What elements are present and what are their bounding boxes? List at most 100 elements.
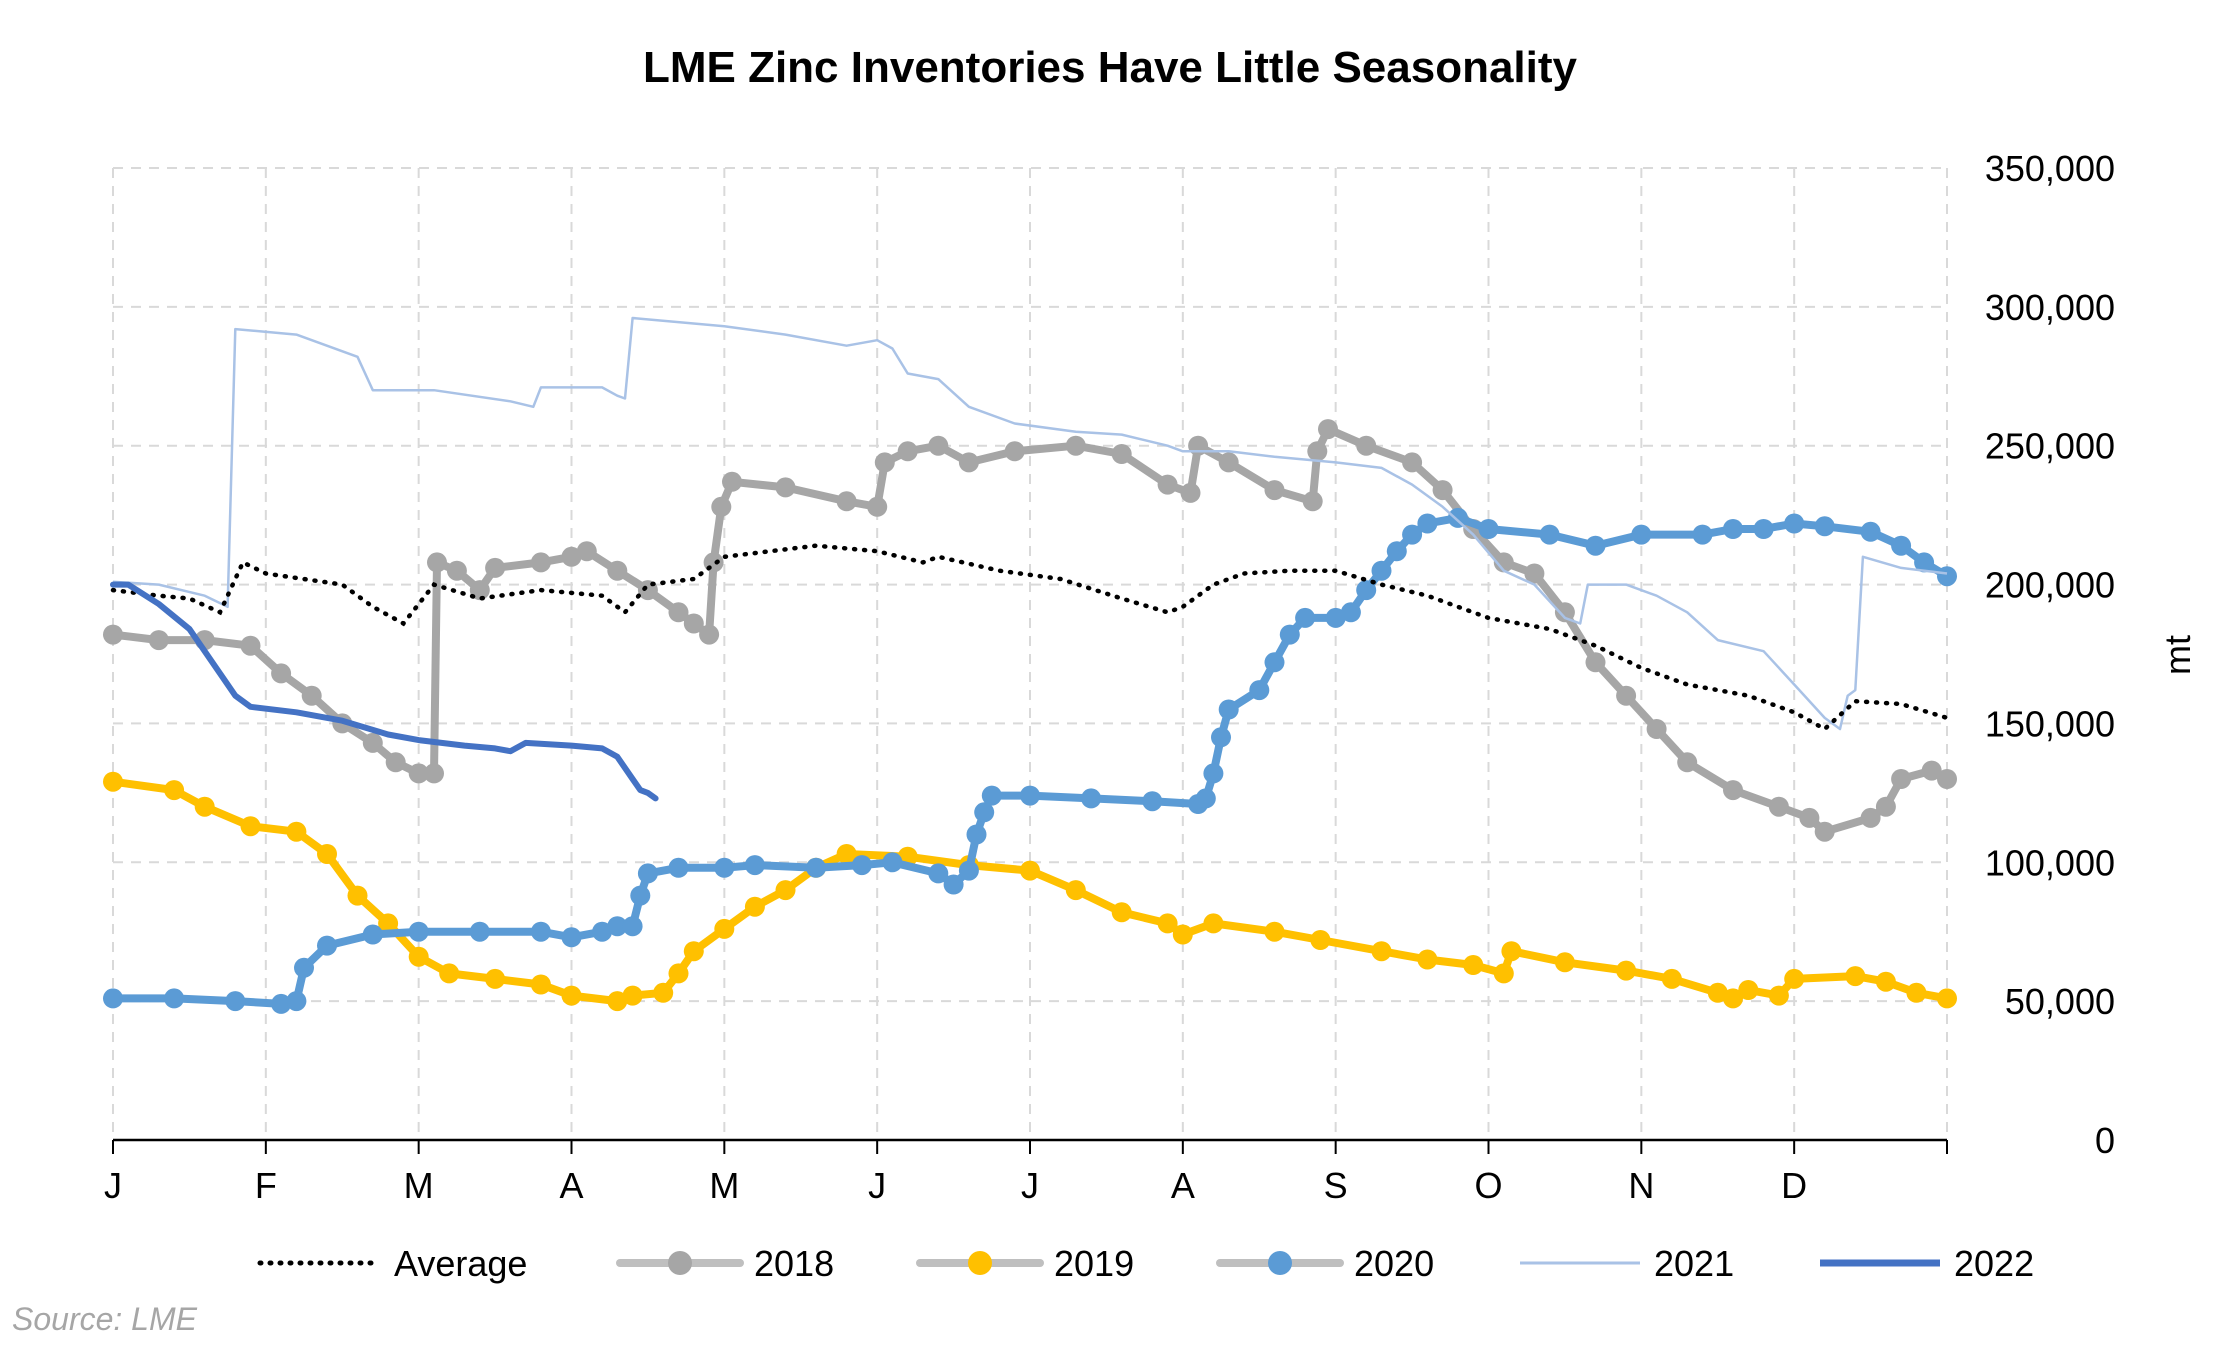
point-2020 [1860, 521, 1881, 542]
point-2018 [1768, 796, 1789, 817]
y-tick-label: 250,000 [1985, 426, 2115, 467]
point-2019 [317, 844, 337, 864]
legend-item-2021: 2021 [1520, 1243, 1734, 1284]
series-2020 [103, 507, 1957, 1014]
point-2019 [683, 941, 704, 962]
point-2018 [408, 763, 429, 784]
point-2018 [1180, 482, 1201, 503]
grid [112, 167, 1948, 1140]
point-2020 [1723, 519, 1743, 539]
point-2018 [240, 635, 261, 656]
point-2019 [103, 771, 123, 792]
point-2018 [1302, 491, 1323, 512]
point-2019 [286, 821, 307, 842]
point-2019 [1616, 960, 1637, 981]
point-2020 [1784, 513, 1805, 534]
point-2018 [1307, 441, 1328, 462]
point-2018 [1891, 769, 1912, 789]
point-2018 [1318, 419, 1338, 440]
point-2020 [1325, 607, 1346, 628]
point-2018 [1616, 685, 1637, 706]
point-2019 [530, 974, 551, 995]
series-layer [103, 316, 1957, 1014]
point-2020 [637, 863, 658, 884]
point-2018 [1921, 760, 1942, 781]
series-line-2022 [110, 581, 659, 802]
point-2018 [703, 552, 724, 573]
point-2019 [1020, 860, 1040, 881]
legend: Average 2018 2019 2020 2021 2022 [257, 1243, 2034, 1284]
point-2019 [1501, 941, 1522, 962]
point-2018 [427, 552, 447, 573]
point-2020 [103, 988, 123, 1009]
point-2019 [836, 844, 857, 864]
point-2020 [981, 785, 1002, 806]
series-2019 [103, 771, 1957, 1012]
point-2020 [1142, 791, 1163, 812]
point-2018 [897, 441, 918, 462]
point-2019 [1845, 966, 1866, 987]
y-tick-label: 50,000 [2005, 981, 2115, 1022]
point-2020 [806, 857, 826, 878]
point-2018 [775, 477, 796, 498]
point-2020 [1631, 524, 1652, 545]
point-2018 [1554, 602, 1575, 623]
point-2020 [1020, 785, 1040, 806]
point-2020 [1937, 566, 1957, 587]
point-2020 [1753, 519, 1774, 539]
point-2020 [561, 927, 582, 948]
point-2020 [1249, 680, 1270, 701]
legend-marker-2018 [668, 1251, 692, 1275]
point-2018 [576, 541, 597, 562]
chart-title: LME Zinc Inventories Have Little Seasona… [643, 43, 1578, 92]
legend-item-2020: 2020 [1216, 1243, 1434, 1284]
point-2018 [1402, 452, 1423, 473]
point-2018 [385, 752, 406, 773]
point-2018 [1860, 807, 1881, 828]
point-2019 [1203, 913, 1224, 934]
point-2020 [630, 885, 651, 906]
source-note: Source: LME [12, 1301, 198, 1337]
point-2018 [1524, 563, 1545, 584]
point-2019 [1723, 988, 1743, 1009]
point-2018 [867, 496, 888, 517]
point-2020 [1386, 541, 1407, 562]
point-2018 [1218, 452, 1239, 473]
point-2020 [607, 916, 628, 937]
point-2018 [1937, 769, 1957, 789]
x-tick-label: N [1628, 1165, 1654, 1206]
legend-label-2018: 2018 [754, 1243, 834, 1284]
point-2020 [1356, 580, 1377, 601]
point-2019 [1111, 902, 1132, 923]
point-2020 [1264, 652, 1285, 673]
point-2020 [714, 857, 735, 878]
point-2020 [1914, 552, 1935, 573]
point-2019 [439, 963, 460, 984]
point-2019 [1493, 963, 1514, 984]
point-2018 [1875, 796, 1896, 817]
point-2018 [446, 560, 467, 581]
point-2019 [622, 985, 643, 1006]
point-2020 [271, 993, 292, 1014]
point-2018 [362, 732, 383, 753]
point-2019 [485, 968, 506, 989]
point-2020 [530, 921, 551, 942]
point-2018 [301, 685, 322, 706]
legend-label-2019: 2019 [1054, 1243, 1134, 1284]
point-2020 [1692, 524, 1713, 545]
point-2018 [1432, 480, 1453, 501]
point-2018 [928, 435, 949, 456]
point-2018 [1814, 821, 1835, 842]
point-2018 [1111, 444, 1132, 464]
legend-label-2022: 2022 [1954, 1243, 2034, 1284]
y-axis-label: mt [2157, 635, 2198, 675]
point-2020 [1402, 524, 1423, 545]
legend-item-2018: 2018 [616, 1243, 834, 1284]
point-2018 [1585, 652, 1606, 673]
point-2019 [561, 985, 582, 1006]
x-tick-label: M [404, 1165, 434, 1206]
x-tick-label: J [104, 1165, 122, 1206]
point-2019 [378, 913, 399, 934]
point-2020 [1539, 524, 1560, 545]
point-2020 [317, 935, 337, 956]
